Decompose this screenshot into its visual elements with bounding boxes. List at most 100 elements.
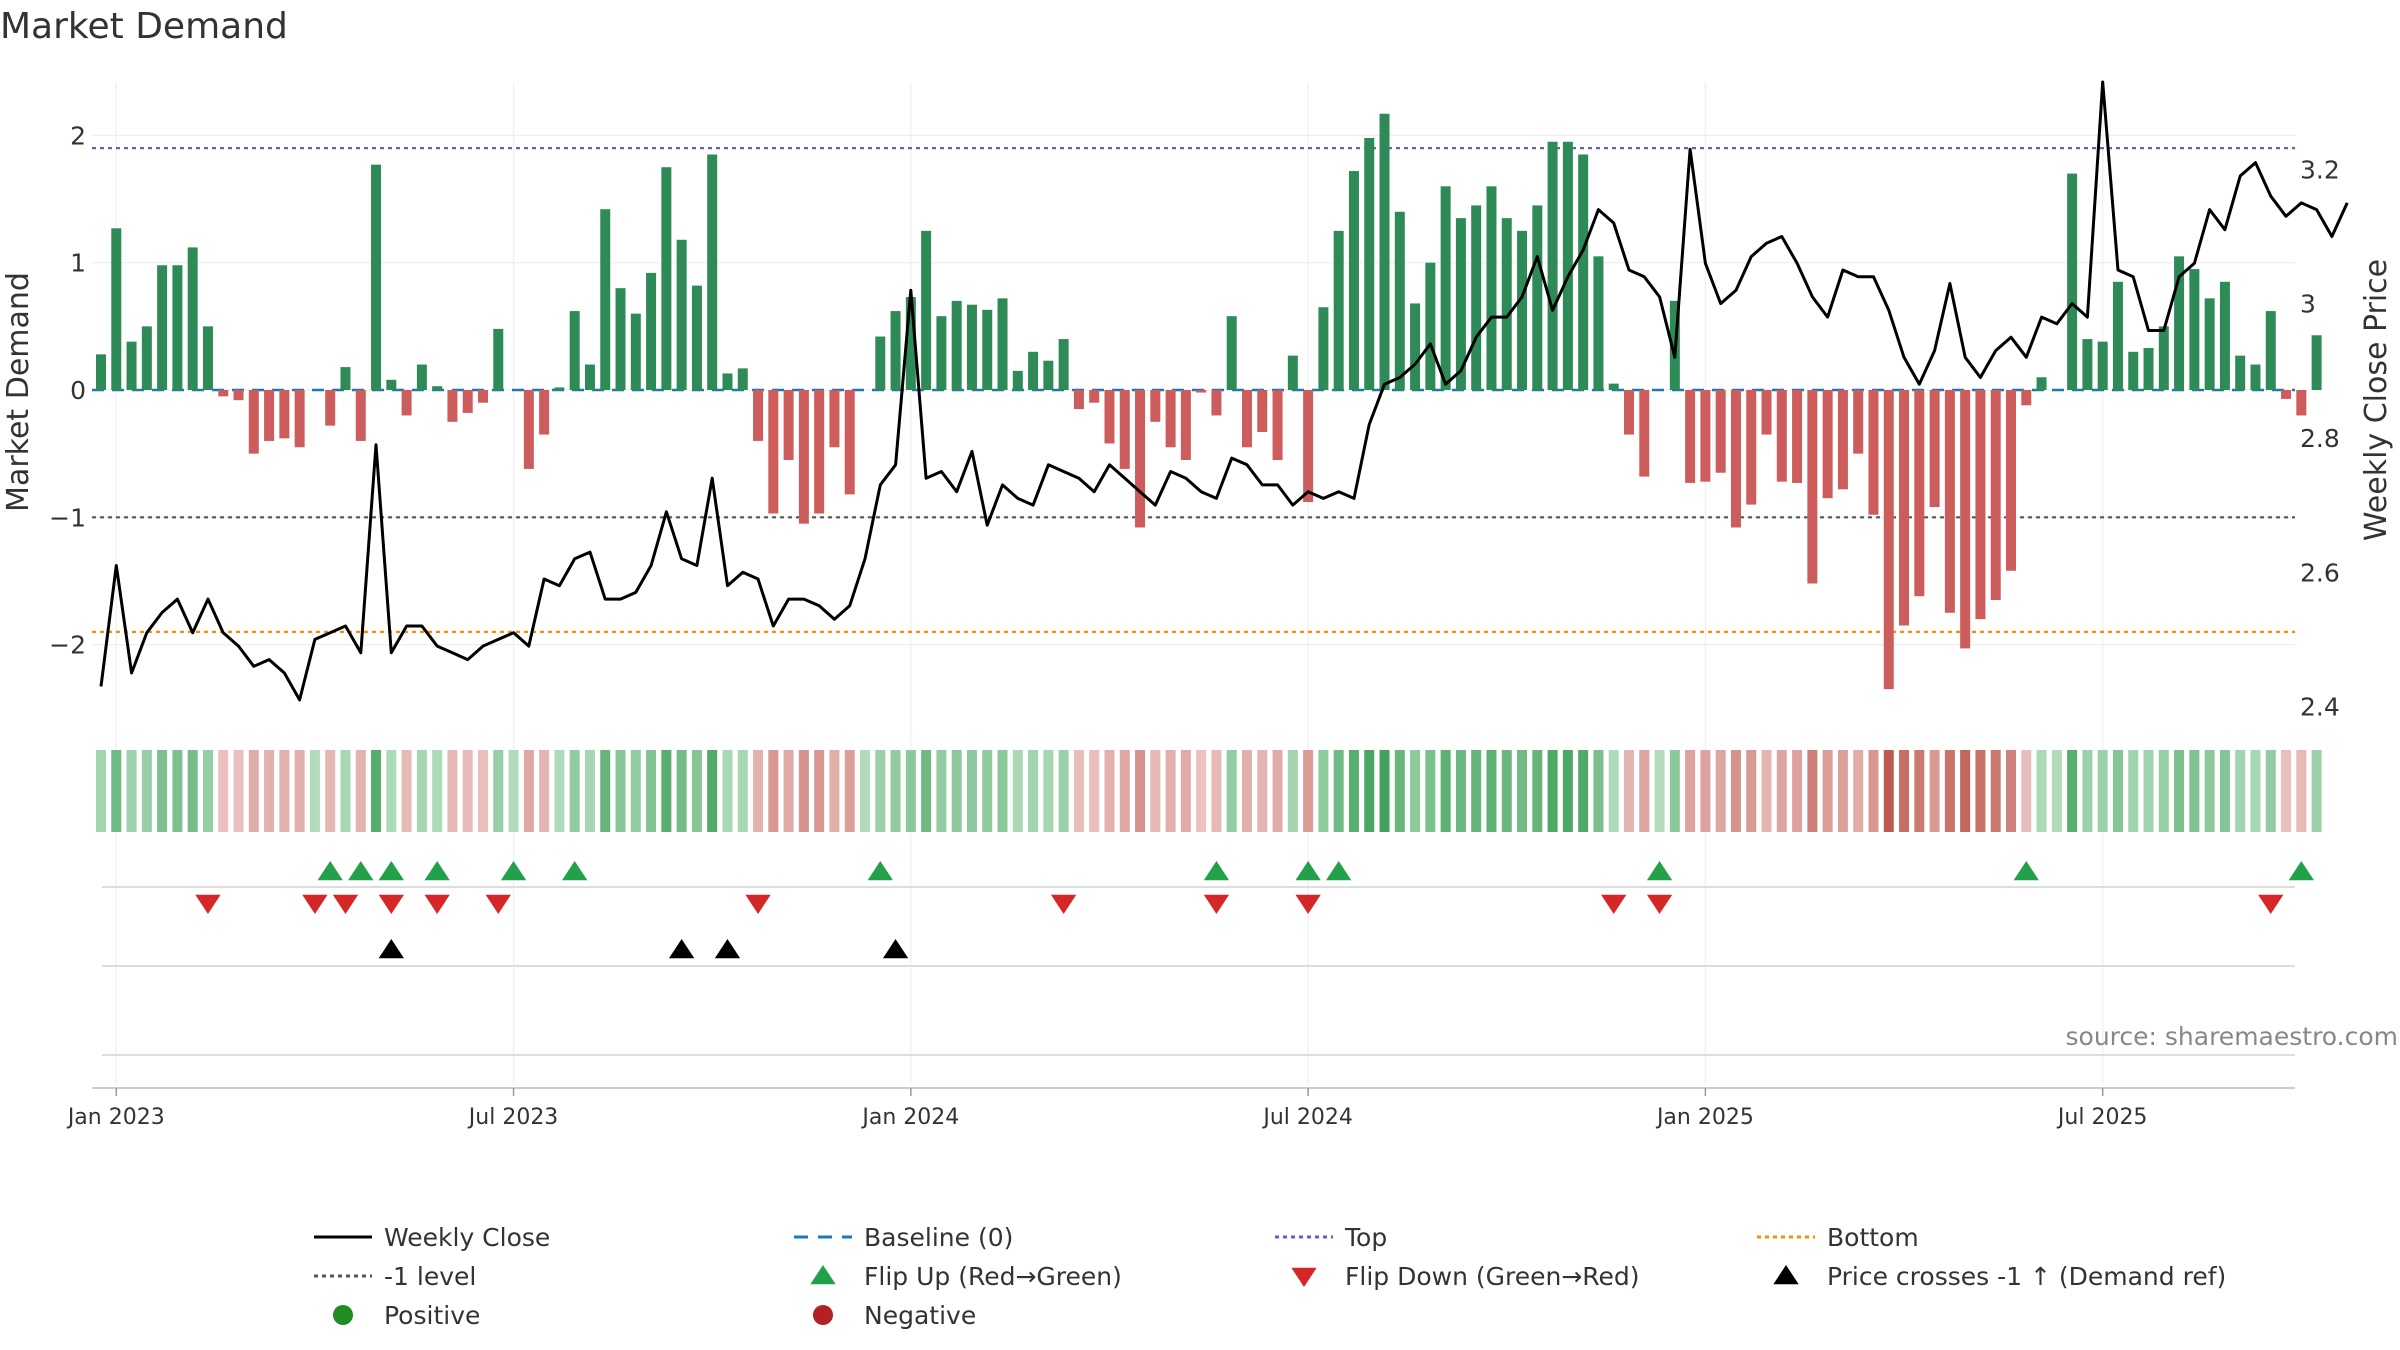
heat-cell bbox=[1746, 750, 1757, 832]
legend-item: Weekly Close bbox=[314, 1223, 550, 1252]
heat-cell bbox=[1425, 750, 1436, 832]
legend-item: Positive bbox=[333, 1301, 480, 1330]
heat-cell bbox=[371, 750, 382, 832]
heat-cell bbox=[1226, 750, 1237, 832]
demand-bar bbox=[2112, 281, 2123, 390]
heat-cell bbox=[1792, 750, 1803, 832]
legend-swatch bbox=[1291, 1267, 1317, 1287]
heat-cell bbox=[1043, 750, 1054, 832]
demand-bar bbox=[875, 336, 886, 390]
heat-cell bbox=[2128, 750, 2139, 832]
left-axis-label: Market Demand bbox=[1, 272, 36, 512]
legend-label: Flip Up (Red→Green) bbox=[864, 1262, 1122, 1291]
demand-bar bbox=[2128, 351, 2139, 390]
heat-cell bbox=[2189, 750, 2200, 832]
flip-up-marker bbox=[2288, 861, 2314, 881]
demand-bar bbox=[707, 154, 718, 390]
demand-bar bbox=[1944, 390, 1955, 613]
right-tick-label: 3.2 bbox=[2300, 155, 2340, 184]
legend-swatch bbox=[813, 1305, 833, 1325]
demand-bar bbox=[615, 288, 626, 390]
flip-down-marker bbox=[378, 894, 404, 914]
heat-cell bbox=[264, 750, 275, 832]
demand-bar bbox=[218, 390, 229, 397]
x-tick-label: Jul 2024 bbox=[1261, 1105, 1353, 1130]
heat-cell bbox=[2082, 750, 2093, 832]
demand-bar bbox=[1899, 390, 1910, 626]
legend-label: Negative bbox=[864, 1301, 976, 1330]
demand-bar bbox=[951, 300, 962, 390]
heat-cell bbox=[1853, 750, 1864, 832]
legend-label: Top bbox=[1344, 1223, 1387, 1252]
demand-bar bbox=[2158, 326, 2169, 390]
heat-cell bbox=[1547, 750, 1558, 832]
heat-cell bbox=[630, 750, 641, 832]
heat-cell bbox=[2311, 750, 2322, 832]
heat-cell bbox=[1348, 750, 1359, 832]
demand-bar bbox=[1853, 390, 1864, 454]
demand-bar bbox=[844, 390, 855, 495]
heat-cell bbox=[478, 750, 488, 832]
flip-down-marker bbox=[1646, 894, 1673, 914]
heat-cell bbox=[1669, 750, 1680, 832]
demand-bar bbox=[279, 390, 290, 439]
weekly-close-line bbox=[99, 80, 2349, 702]
demand-bar bbox=[1792, 390, 1803, 483]
heat-cell bbox=[355, 750, 366, 832]
demand-bar bbox=[1990, 390, 2001, 601]
demand-bar bbox=[1807, 390, 1818, 584]
heat-cell bbox=[401, 750, 412, 832]
demand-bar bbox=[1486, 186, 1497, 390]
demand-bar bbox=[2204, 298, 2215, 390]
legend-item: Flip Down (Green→Red) bbox=[1291, 1262, 1640, 1291]
legend-item: Negative bbox=[813, 1301, 976, 1330]
heat-cell bbox=[1440, 750, 1451, 832]
flip-down-marker bbox=[332, 894, 359, 914]
heat-cell bbox=[539, 750, 550, 832]
heat-cell bbox=[890, 750, 901, 832]
demand-bar bbox=[1776, 390, 1787, 482]
heat-cell bbox=[691, 750, 702, 832]
demand-bar bbox=[539, 390, 550, 435]
demand-bar bbox=[1303, 390, 1314, 503]
axes: 2 1 0 −1 −2 3.2 3 2.8 2.6 2.4 Jan 2023 Jul 2023 Jan … bbox=[49, 121, 2340, 1130]
heat-cell bbox=[141, 750, 152, 832]
heat-cell bbox=[1822, 750, 1833, 832]
heat-cell bbox=[96, 750, 106, 832]
heat-cell bbox=[1501, 750, 1512, 832]
signal-markers bbox=[195, 861, 2314, 959]
heat-cell bbox=[1715, 750, 1726, 832]
flip-up-marker bbox=[2013, 861, 2039, 881]
heat-cell bbox=[921, 750, 932, 832]
demand-bar bbox=[111, 228, 122, 390]
heat-cell bbox=[676, 750, 687, 832]
demand-bar bbox=[401, 390, 412, 416]
demand-bar bbox=[478, 390, 488, 403]
demand-bar bbox=[982, 309, 993, 390]
heat-cell bbox=[1058, 750, 1069, 832]
demand-bar bbox=[1868, 390, 1879, 515]
demand-bar bbox=[371, 164, 382, 390]
heat-cell bbox=[2097, 750, 2108, 832]
demand-bar bbox=[2235, 355, 2246, 390]
heat-cell bbox=[1135, 750, 1146, 832]
demand-bar bbox=[126, 341, 137, 390]
flip-up-marker bbox=[1326, 861, 1352, 881]
demand-bar bbox=[1746, 390, 1757, 505]
heat-cell bbox=[462, 750, 473, 832]
flip-down-marker bbox=[1295, 894, 1321, 914]
right-tick-label: 2.4 bbox=[2300, 693, 2340, 722]
legend-item: Top bbox=[1275, 1223, 1387, 1252]
legend-swatch bbox=[333, 1305, 353, 1325]
heat-cell bbox=[2006, 750, 2016, 832]
heat-cell bbox=[829, 750, 840, 832]
demand-bar bbox=[1104, 390, 1115, 444]
price-cross-marker bbox=[882, 939, 909, 959]
demand-bar bbox=[264, 390, 275, 441]
heat-cell bbox=[1272, 750, 1283, 832]
flip-up-marker bbox=[867, 861, 893, 881]
legend-label: Bottom bbox=[1827, 1223, 1919, 1252]
heat-cell bbox=[2265, 750, 2276, 832]
heat-cell bbox=[508, 750, 519, 832]
demand-bar bbox=[2021, 390, 2032, 406]
